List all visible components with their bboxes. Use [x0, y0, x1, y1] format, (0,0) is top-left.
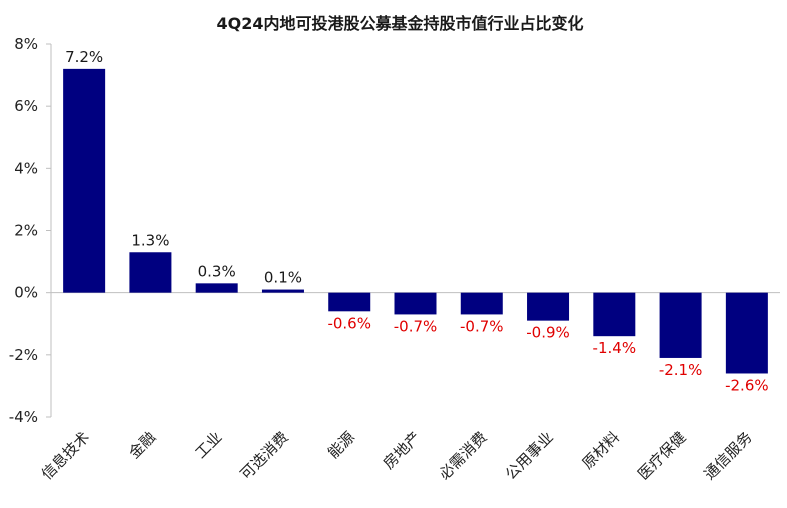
bar [328, 292, 371, 312]
x-tick-label: 能源 [324, 428, 358, 462]
data-label: -2.6% [725, 376, 769, 394]
data-label: 1.3% [131, 231, 169, 249]
y-tick-label: -4% [9, 408, 38, 426]
x-tick-label: 可选消费 [237, 428, 292, 483]
x-tick-label: 金融 [125, 428, 159, 462]
bar [725, 292, 768, 374]
data-label: -0.6% [327, 314, 371, 332]
x-tick-label: 工业 [192, 428, 226, 462]
y-tick-label: 8% [14, 35, 38, 53]
data-label: 7.2% [65, 48, 103, 66]
data-label: -1.4% [593, 339, 637, 357]
bar [261, 289, 304, 293]
bar [129, 252, 172, 293]
data-label: 0.3% [198, 262, 236, 280]
data-label: 0.1% [264, 269, 302, 287]
x-tick-label: 房地产 [380, 428, 425, 473]
y-tick-label: 4% [14, 159, 38, 177]
x-tick-label: 医疗保健 [634, 428, 689, 483]
x-tick-label: 必需消费 [435, 428, 490, 483]
x-tick-label: 信息技术 [38, 428, 93, 483]
bar [527, 292, 570, 321]
bar [593, 292, 636, 337]
y-tick-label: -2% [9, 346, 38, 364]
data-label: -0.7% [394, 317, 438, 335]
bar [63, 68, 106, 293]
x-tick-label: 原材料 [579, 428, 624, 473]
bar [195, 283, 238, 293]
bar [394, 292, 437, 315]
y-tick-label: 6% [14, 97, 38, 115]
bar [460, 292, 503, 315]
x-tick-label: 通信服务 [701, 428, 756, 483]
x-tick-label: 公用事业 [502, 428, 557, 483]
y-tick-label: 0% [14, 284, 38, 302]
chart-title: 4Q24内地可投港股公募基金持股市值行业占比变化 [216, 14, 583, 33]
data-label: -2.1% [659, 361, 703, 379]
data-label: -0.9% [526, 324, 570, 342]
bar [659, 292, 702, 358]
y-tick-label: 2% [14, 222, 38, 240]
plot-area: 8% 6% 4% 2% 0% -2% -4% 7.2% 信息技术 1.3% 金融 0.3% 工业 0.1%… [9, 35, 780, 483]
data-label: -0.7% [460, 317, 504, 335]
